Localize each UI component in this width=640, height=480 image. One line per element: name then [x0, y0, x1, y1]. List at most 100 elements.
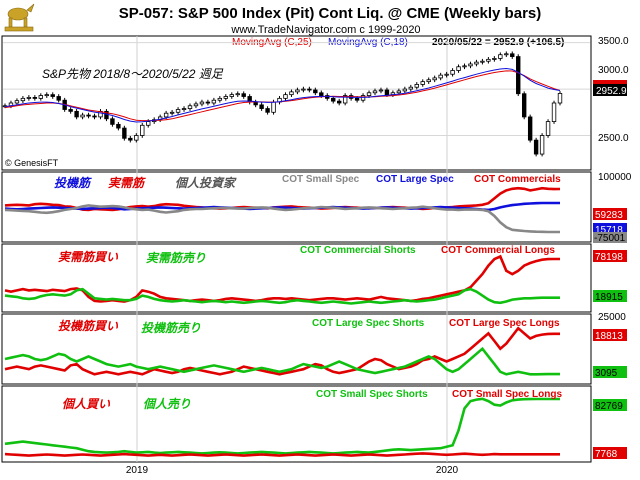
net-position-lines: [4, 186, 561, 234]
candle-body: [336, 100, 342, 104]
p3-shorts-value-box: [593, 290, 627, 302]
candle-body: [20, 97, 26, 102]
candle-body: [456, 66, 461, 71]
ma18-line: [4, 67, 561, 123]
candle-body: [193, 103, 199, 107]
p3-longs-value-box: [593, 250, 627, 262]
jp-label-small-buy: 個人買い: [62, 397, 111, 411]
candle-body: [134, 135, 139, 141]
jp-label-comm-buy: 実需筋買い: [58, 250, 119, 264]
year-gridlines: [136, 36, 448, 462]
candle-body: [271, 101, 276, 113]
jp-label-small-sell: 個人売り: [143, 397, 191, 411]
candle-body: [307, 88, 312, 91]
candle-body: [444, 73, 449, 76]
candle-body: [80, 114, 85, 118]
candle-body: [181, 108, 187, 110]
candle-body: [378, 89, 384, 92]
candle-body: [474, 61, 479, 65]
candle-body: [175, 109, 181, 113]
p4-longs-value-box: [593, 329, 627, 341]
candle-body: [289, 91, 294, 96]
candle-body: [187, 105, 193, 109]
large-spec-lines: [4, 326, 560, 376]
candle-body: [146, 121, 151, 126]
price-tick-2500: 2500.0: [598, 133, 629, 144]
jp-label-comm-sell: 実需筋売り: [146, 251, 206, 265]
price-last-value: 2952.9: [596, 86, 627, 97]
cot-large-spec-shorts-line: [4, 346, 560, 376]
candle-body: [396, 90, 402, 94]
p2-top-tick: 100000: [598, 172, 632, 183]
candle-body: [104, 110, 109, 120]
candle-body: [342, 95, 348, 104]
commercial-lines: [4, 254, 560, 305]
candle-body: [163, 112, 169, 118]
candle-body: [205, 101, 211, 104]
candle-body: [32, 97, 38, 99]
candle-body: [265, 108, 270, 113]
candle-body: [545, 121, 551, 136]
candle-body: [527, 116, 533, 141]
legend-small-longs: COT Small Spec Longs: [452, 389, 562, 400]
candle-body: [426, 79, 431, 83]
p5-longs-value: 7768: [595, 449, 618, 460]
candle-body: [26, 97, 32, 99]
candle-body: [372, 90, 378, 94]
p2-large-value: 15718: [595, 225, 623, 236]
legend-comm-shorts: COT Commercial Shorts: [300, 245, 416, 256]
candle-body: [86, 114, 91, 117]
chart-title: SP-057: S&P 500 Index (Pit) Cont Liq. @ …: [119, 5, 542, 22]
candle-body: [38, 95, 44, 99]
jp-caption: S&P先物 2018/8～2020/5/22 週足: [42, 67, 224, 81]
p2-comm-value-box: [593, 208, 627, 220]
candle-body: [516, 56, 521, 95]
cot-commercial-shorts-line: [4, 287, 560, 305]
cot-small-spec-line: [4, 204, 560, 234]
legend-large-shorts: COT Large Spec Shorts: [312, 318, 425, 329]
candle-body: [223, 96, 229, 99]
legend-commercials: COT Commercials: [474, 174, 561, 185]
candle-body: [50, 94, 55, 97]
candle-body: [122, 127, 127, 139]
p5-longs-value-box: [593, 447, 627, 459]
candle-body: [510, 53, 515, 57]
p4-shorts-value-box: [593, 366, 627, 378]
candle-body: [438, 74, 443, 79]
price-moving-averages: [4, 67, 561, 123]
candle-body: [140, 124, 145, 136]
jp-label-commercials: 実需筋: [108, 176, 146, 190]
legend-small-shorts: COT Small Spec Shorts: [316, 389, 428, 400]
cot-small-spec-longs-line: [4, 452, 560, 457]
candle-body: [313, 89, 318, 94]
candle-body: [68, 109, 73, 112]
p2-comm-value: 59283: [595, 210, 623, 221]
candle-body: [539, 135, 545, 155]
candle-body: [384, 89, 390, 96]
p2-small-value-box: [593, 232, 627, 243]
price-last-box: [593, 84, 627, 96]
jp-label-large-buy: 投機筋買い: [58, 319, 119, 333]
candle-body: [498, 54, 503, 59]
candle-body: [354, 97, 360, 101]
price-gridlines: [3, 42, 590, 136]
candle-body: [229, 94, 234, 97]
jp-label-large-spec: 投機筋: [54, 176, 92, 190]
candle-body: [432, 77, 437, 81]
x-tick-2020: 2020: [436, 465, 459, 476]
cot-large-spec-longs-line: [4, 326, 560, 376]
candle-body: [110, 118, 115, 125]
candle-body: [486, 58, 491, 62]
candle-body: [56, 96, 61, 101]
candle-body: [283, 94, 288, 99]
candle-body: [402, 88, 408, 92]
candle-body: [450, 70, 455, 75]
panel-frames: [1, 35, 592, 463]
candle-body: [414, 84, 419, 88]
small-spec-lines: [4, 397, 560, 457]
candle-body: [480, 60, 485, 63]
candle-body: [557, 93, 563, 104]
candle-body: [116, 123, 121, 129]
